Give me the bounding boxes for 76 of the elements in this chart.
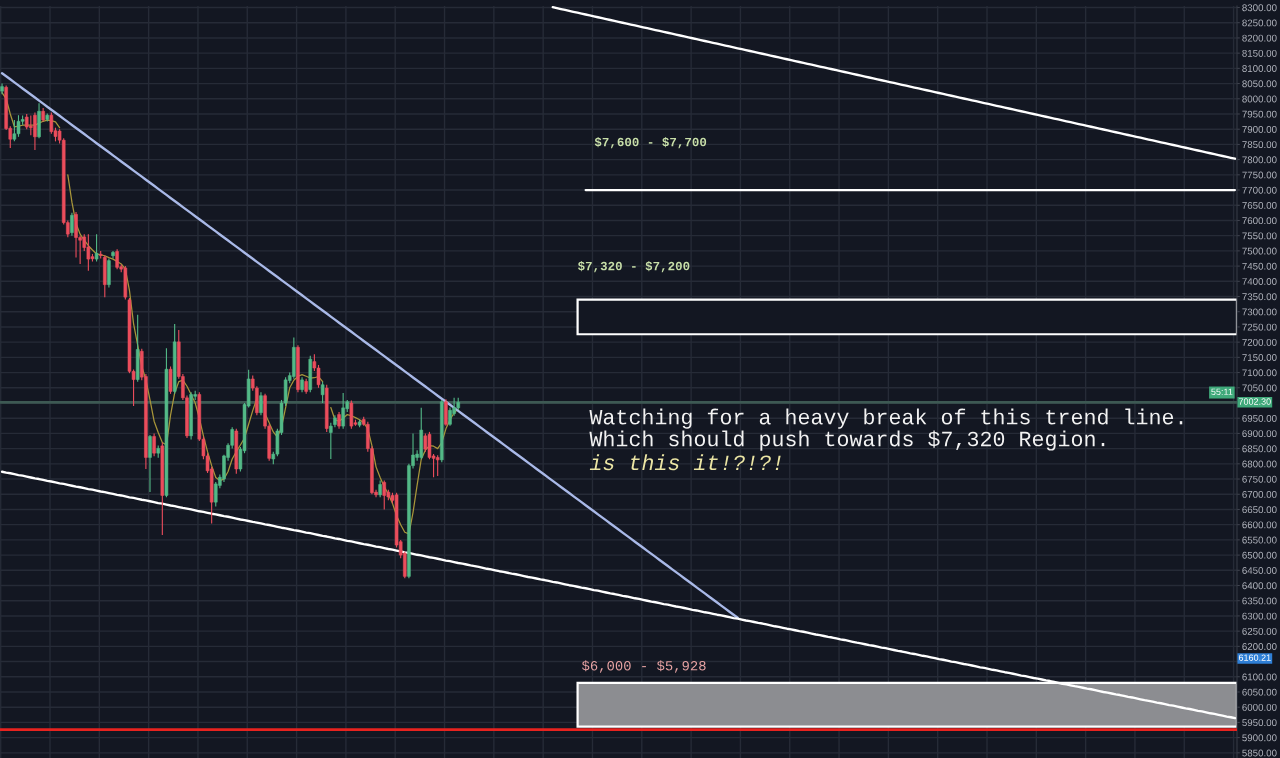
annotation: Watching for a heavy break of this trend line. [589,408,1183,429]
annotation: Which should push towards $7,320 Region. [589,430,1105,451]
y-tick-label: 7800.00 [1242,156,1277,164]
y-tick-label: 6950.00 [1242,414,1277,422]
y-tick-label: 7350.00 [1242,293,1277,301]
y-tick-label: 7600.00 [1242,217,1277,225]
candlestick [259,391,263,416]
y-tick-label: 8050.00 [1242,80,1277,88]
y-tick-label: 7550.00 [1242,232,1277,240]
candlestick [12,119,17,142]
y-tick-label: 6750.00 [1242,475,1277,483]
annotation: $7,320 - $7,200 [578,260,690,273]
y-tick-label: 6400.00 [1242,582,1277,590]
y-tick-label: 6450.00 [1242,567,1277,574]
candlestick [152,432,156,457]
candlestick [16,114,21,138]
candlestick [33,111,37,151]
y-tick-label: 7450.00 [1242,262,1277,270]
candlestick [115,248,119,270]
y-tick-label: 7750.00 [1242,171,1277,179]
y-tick-label: 6250.00 [1242,627,1277,635]
annotation: 6160.21 [1238,654,1271,661]
y-tick-label: 6100.00 [1242,673,1277,681]
candlestick [70,212,74,237]
y-tick-label: 6000.00 [1242,703,1277,711]
y-tick-label: 8100.00 [1242,65,1277,72]
y-tick-label: 7100.00 [1242,369,1277,377]
y-tick-label: 5900.00 [1242,734,1277,742]
line-series [551,6,1237,160]
y-tick-label: 7850.00 [1242,141,1277,149]
annotation: is this it!?!?! [589,454,781,471]
candlestick [49,111,54,135]
annotation: $7,600 - $7,700 [594,136,707,149]
y-tick-label: 6350.00 [1242,597,1277,605]
candlestick [94,233,99,263]
y-tick-label: 7900.00 [1242,125,1277,133]
candlestick [444,398,448,427]
annotation: $6,000 - $5,928 [581,660,706,673]
candlestick [148,434,152,493]
y-tick-label: 5950.00 [1242,719,1277,727]
candlestick [86,233,91,272]
y-tick-label: 6850.00 [1242,445,1277,453]
y-tick-label: 7500.00 [1242,247,1277,255]
y-tick-label: 7400.00 [1242,278,1277,285]
candlestick [320,381,325,404]
y-tick-label: 8300.00 [1242,4,1277,12]
y-tick-label: 6300.00 [1242,612,1277,620]
annotation: 55:11 [1211,388,1233,395]
y-tick-label: 8200.00 [1242,34,1277,42]
y-tick-label: 6600.00 [1242,521,1277,529]
y-tick-label: 7050.00 [1242,384,1277,392]
y-tick-label: 8250.00 [1242,19,1277,27]
y-tick-label: 8150.00 [1242,49,1277,57]
y-tick-label: 6650.00 [1242,506,1277,514]
y-tick-label: 7150.00 [1242,354,1277,361]
y-tick-label: 5850.00 [1242,749,1277,757]
y-tick-label: 7250.00 [1242,323,1277,331]
y-tick-label: 7650.00 [1242,201,1277,209]
y-tick-label: 6550.00 [1242,536,1277,544]
y-tick-label: 6900.00 [1242,430,1277,438]
y-tick-label: 6700.00 [1242,490,1277,498]
y-tick-label: 6200.00 [1242,643,1277,650]
candlestick [168,365,173,395]
y-tick-label: 8000.00 [1242,95,1277,103]
y-tick-label: 6500.00 [1242,551,1277,559]
candlestick [29,114,33,136]
candlestick [435,454,440,477]
y-tick-label: 7200.00 [1242,338,1277,346]
y-tick-label: 6800.00 [1242,460,1277,468]
y-tick-label: 7950.00 [1242,110,1277,118]
y-tick-label: 6050.00 [1242,688,1277,696]
candlestick [341,392,345,430]
y-tick-label: 7700.00 [1242,186,1277,194]
candlestick [349,400,354,430]
annotation: 7002.30 [1238,398,1271,405]
y-tick-label: 7300.00 [1242,308,1277,316]
